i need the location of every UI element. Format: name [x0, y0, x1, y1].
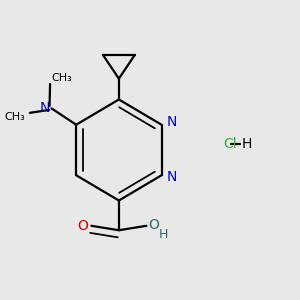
Text: CH₃: CH₃ — [52, 73, 72, 82]
Text: O: O — [78, 219, 88, 233]
Text: CH₃: CH₃ — [5, 112, 26, 122]
Text: H: H — [159, 228, 168, 241]
Text: N: N — [40, 101, 50, 115]
Text: Cl: Cl — [223, 137, 237, 151]
Text: H: H — [241, 137, 252, 151]
Text: N: N — [167, 116, 177, 129]
Text: O: O — [148, 218, 159, 232]
Text: N: N — [167, 170, 177, 184]
